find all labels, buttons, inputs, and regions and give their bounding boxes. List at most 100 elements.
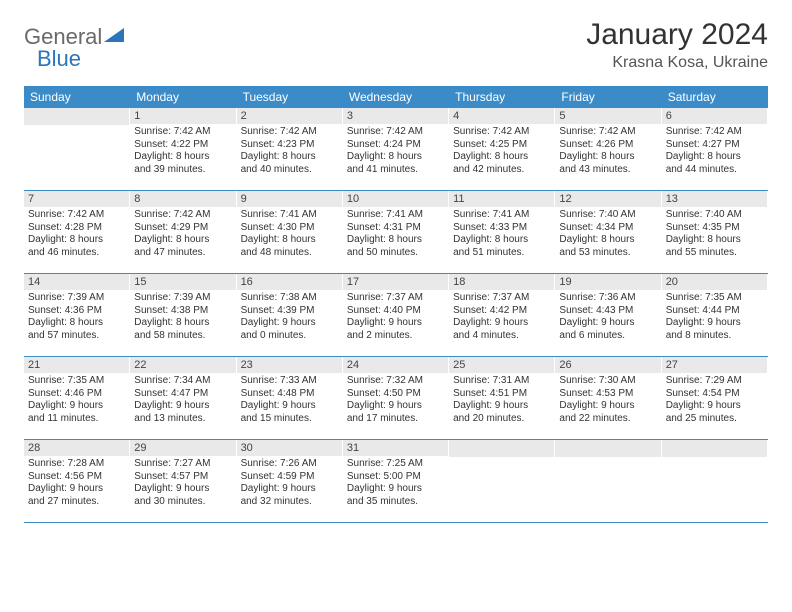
- day-body: Sunrise: 7:31 AMSunset: 4:51 PMDaylight:…: [449, 373, 554, 429]
- day-line: Sunset: 4:44 PM: [666, 305, 763, 318]
- day-line: Sunrise: 7:40 AM: [559, 209, 656, 222]
- day-of-week-header: Tuesday: [237, 86, 343, 108]
- calendar-cell: 31Sunrise: 7:25 AMSunset: 5:00 PMDayligh…: [343, 440, 449, 522]
- day-body: Sunrise: 7:39 AMSunset: 4:36 PMDaylight:…: [24, 290, 129, 346]
- day-line: Sunset: 4:25 PM: [453, 139, 550, 152]
- day-number: 15: [130, 274, 235, 290]
- calendar-week: 7Sunrise: 7:42 AMSunset: 4:28 PMDaylight…: [24, 191, 768, 274]
- day-line: Daylight: 9 hours: [241, 317, 338, 330]
- day-line: Daylight: 8 hours: [241, 234, 338, 247]
- day-number: 1: [130, 108, 235, 124]
- day-number-empty: [449, 440, 554, 457]
- day-line: Sunrise: 7:36 AM: [559, 292, 656, 305]
- day-line: Sunrise: 7:37 AM: [453, 292, 550, 305]
- day-line: Daylight: 9 hours: [241, 400, 338, 413]
- day-number: 11: [449, 191, 554, 207]
- calendar-week: 14Sunrise: 7:39 AMSunset: 4:36 PMDayligh…: [24, 274, 768, 357]
- day-line: Sunrise: 7:32 AM: [347, 375, 444, 388]
- day-line: and 39 minutes.: [134, 164, 231, 177]
- calendar-cell: 15Sunrise: 7:39 AMSunset: 4:38 PMDayligh…: [130, 274, 236, 356]
- day-body: Sunrise: 7:36 AMSunset: 4:43 PMDaylight:…: [555, 290, 660, 346]
- day-line: Sunrise: 7:33 AM: [241, 375, 338, 388]
- day-line: and 47 minutes.: [134, 247, 231, 260]
- day-line: Daylight: 9 hours: [347, 483, 444, 496]
- day-number: 2: [237, 108, 342, 124]
- day-line: Sunrise: 7:42 AM: [666, 126, 763, 139]
- day-of-week-header: Wednesday: [343, 86, 449, 108]
- day-line: and 8 minutes.: [666, 330, 763, 343]
- day-line: and 30 minutes.: [134, 496, 231, 509]
- day-body: Sunrise: 7:41 AMSunset: 4:30 PMDaylight:…: [237, 207, 342, 263]
- day-line: Daylight: 8 hours: [28, 317, 125, 330]
- day-body: Sunrise: 7:32 AMSunset: 4:50 PMDaylight:…: [343, 373, 448, 429]
- day-line: and 44 minutes.: [666, 164, 763, 177]
- day-body: Sunrise: 7:35 AMSunset: 4:44 PMDaylight:…: [662, 290, 767, 346]
- day-line: and 13 minutes.: [134, 413, 231, 426]
- day-line: Sunset: 4:50 PM: [347, 388, 444, 401]
- day-line: Daylight: 9 hours: [241, 483, 338, 496]
- day-line: and 11 minutes.: [28, 413, 125, 426]
- day-line: Sunrise: 7:42 AM: [28, 209, 125, 222]
- day-line: Sunrise: 7:28 AM: [28, 458, 125, 471]
- day-line: Sunrise: 7:39 AM: [28, 292, 125, 305]
- calendar-cell: 19Sunrise: 7:36 AMSunset: 4:43 PMDayligh…: [555, 274, 661, 356]
- location: Krasna Kosa, Ukraine: [586, 54, 768, 72]
- calendar-cell: 20Sunrise: 7:35 AMSunset: 4:44 PMDayligh…: [662, 274, 768, 356]
- day-body: Sunrise: 7:42 AMSunset: 4:28 PMDaylight:…: [24, 207, 129, 263]
- day-body: Sunrise: 7:42 AMSunset: 4:24 PMDaylight:…: [343, 124, 448, 180]
- day-line: Daylight: 8 hours: [559, 151, 656, 164]
- day-line: Sunrise: 7:31 AM: [453, 375, 550, 388]
- calendar-cell: 9Sunrise: 7:41 AMSunset: 4:30 PMDaylight…: [237, 191, 343, 273]
- title-block: January 2024 Krasna Kosa, Ukraine: [586, 18, 768, 72]
- day-line: and 32 minutes.: [241, 496, 338, 509]
- calendar-cell: 18Sunrise: 7:37 AMSunset: 4:42 PMDayligh…: [449, 274, 555, 356]
- day-number: 19: [555, 274, 660, 290]
- day-body: Sunrise: 7:34 AMSunset: 4:47 PMDaylight:…: [130, 373, 235, 429]
- day-line: Sunrise: 7:37 AM: [347, 292, 444, 305]
- day-line: Sunset: 4:29 PM: [134, 222, 231, 235]
- day-number: 8: [130, 191, 235, 207]
- day-line: Daylight: 8 hours: [453, 234, 550, 247]
- day-line: Sunset: 4:59 PM: [241, 471, 338, 484]
- day-line: and 40 minutes.: [241, 164, 338, 177]
- day-number: 24: [343, 357, 448, 373]
- day-number: 20: [662, 274, 767, 290]
- day-number: 31: [343, 440, 448, 456]
- day-line: Daylight: 9 hours: [347, 317, 444, 330]
- day-number: 14: [24, 274, 129, 290]
- calendar-cell: 8Sunrise: 7:42 AMSunset: 4:29 PMDaylight…: [130, 191, 236, 273]
- days-of-week-row: SundayMondayTuesdayWednesdayThursdayFrid…: [24, 86, 768, 108]
- day-line: Daylight: 8 hours: [666, 151, 763, 164]
- day-number: 7: [24, 191, 129, 207]
- day-body: Sunrise: 7:39 AMSunset: 4:38 PMDaylight:…: [130, 290, 235, 346]
- calendar-cell: 1Sunrise: 7:42 AMSunset: 4:22 PMDaylight…: [130, 108, 236, 190]
- day-line: Sunset: 4:38 PM: [134, 305, 231, 318]
- calendar-cell: 6Sunrise: 7:42 AMSunset: 4:27 PMDaylight…: [662, 108, 768, 190]
- day-line: Daylight: 9 hours: [559, 317, 656, 330]
- calendar-cell: 5Sunrise: 7:42 AMSunset: 4:26 PMDaylight…: [555, 108, 661, 190]
- calendar-cell: [555, 440, 661, 522]
- logo-text-blue: Blue: [37, 46, 81, 72]
- day-line: Sunset: 4:35 PM: [666, 222, 763, 235]
- day-number: 25: [449, 357, 554, 373]
- day-line: Sunset: 4:42 PM: [453, 305, 550, 318]
- day-line: Sunset: 4:23 PM: [241, 139, 338, 152]
- day-line: and 2 minutes.: [347, 330, 444, 343]
- day-line: Sunrise: 7:42 AM: [241, 126, 338, 139]
- day-line: Daylight: 8 hours: [347, 151, 444, 164]
- day-body: Sunrise: 7:37 AMSunset: 4:40 PMDaylight:…: [343, 290, 448, 346]
- day-line: and 55 minutes.: [666, 247, 763, 260]
- day-number: 26: [555, 357, 660, 373]
- calendar-cell: 13Sunrise: 7:40 AMSunset: 4:35 PMDayligh…: [662, 191, 768, 273]
- day-line: Sunset: 4:33 PM: [453, 222, 550, 235]
- day-line: Sunset: 4:22 PM: [134, 139, 231, 152]
- day-line: Daylight: 8 hours: [347, 234, 444, 247]
- day-line: Daylight: 9 hours: [453, 400, 550, 413]
- day-number: 4: [449, 108, 554, 124]
- day-number: 30: [237, 440, 342, 456]
- day-line: Sunset: 4:53 PM: [559, 388, 656, 401]
- day-line: and 58 minutes.: [134, 330, 231, 343]
- day-number: 13: [662, 191, 767, 207]
- day-line: Daylight: 8 hours: [241, 151, 338, 164]
- day-line: Sunrise: 7:41 AM: [453, 209, 550, 222]
